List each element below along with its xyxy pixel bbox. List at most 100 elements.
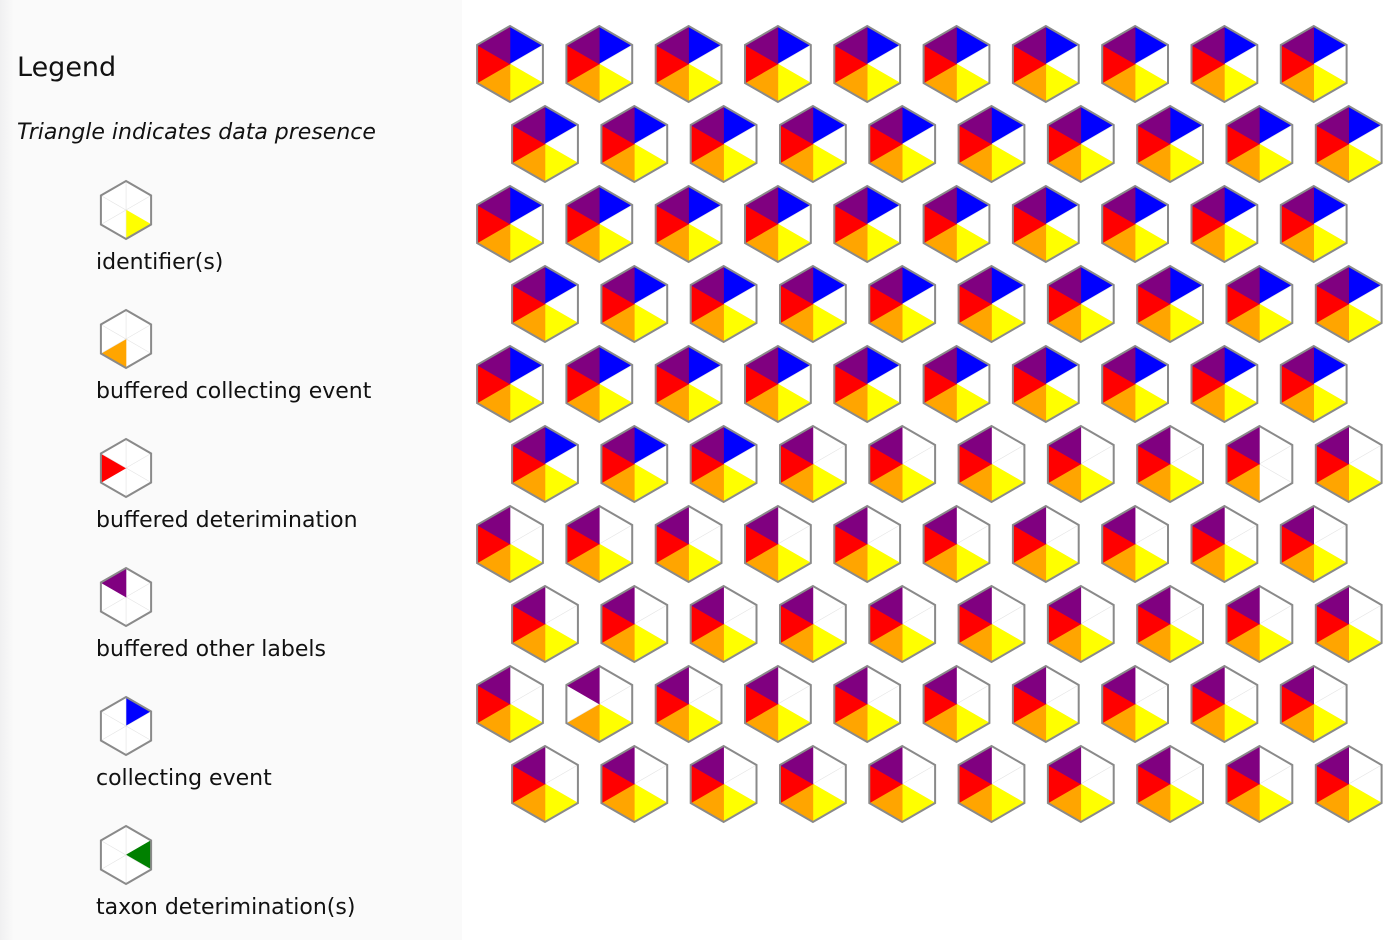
specimen-hex[interactable] — [1046, 104, 1115, 184]
specimen-hex[interactable] — [922, 344, 991, 424]
legend-hex-shape[interactable] — [99, 437, 153, 499]
specimen-hex[interactable] — [476, 344, 544, 424]
specimen-hex[interactable] — [1011, 344, 1080, 424]
specimen-hex[interactable] — [1046, 424, 1115, 504]
specimen-hex[interactable] — [689, 264, 758, 344]
legend-hex-shape[interactable] — [99, 566, 153, 628]
specimen-hex[interactable] — [1136, 744, 1205, 824]
specimen-hex[interactable] — [476, 664, 544, 744]
specimen-hex[interactable] — [833, 344, 902, 424]
specimen-hex[interactable] — [511, 744, 579, 824]
specimen-hex[interactable] — [511, 584, 579, 664]
specimen-hex[interactable] — [1046, 584, 1115, 664]
specimen-hex[interactable] — [1225, 584, 1294, 664]
legend-hex-shape[interactable] — [99, 824, 153, 886]
specimen-hex[interactable] — [600, 264, 669, 344]
specimen-hex[interactable] — [1225, 744, 1294, 824]
specimen-hex[interactable] — [957, 264, 1026, 344]
specimen-hex[interactable] — [1136, 424, 1205, 504]
specimen-hex[interactable] — [689, 424, 758, 504]
specimen-hex[interactable] — [1279, 504, 1348, 584]
specimen-hex[interactable] — [868, 264, 937, 344]
specimen-hex[interactable] — [833, 24, 902, 104]
specimen-hex[interactable] — [565, 664, 634, 744]
specimen-hex[interactable] — [922, 24, 991, 104]
specimen-hex[interactable] — [565, 504, 634, 584]
specimen-hex[interactable] — [565, 184, 634, 264]
specimen-hex[interactable] — [600, 744, 669, 824]
specimen-hex[interactable] — [1190, 24, 1259, 104]
specimen-hex[interactable] — [1101, 504, 1170, 584]
specimen-hex[interactable] — [743, 664, 812, 744]
specimen-hex[interactable] — [565, 344, 634, 424]
specimen-hex[interactable] — [1190, 504, 1259, 584]
legend-hex-shape[interactable] — [99, 179, 153, 241]
specimen-hex[interactable] — [922, 504, 991, 584]
specimen-hex[interactable] — [1136, 584, 1205, 664]
specimen-hex[interactable] — [1011, 184, 1080, 264]
specimen-hex[interactable] — [1279, 344, 1348, 424]
specimen-hex[interactable] — [778, 104, 847, 184]
specimen-hex[interactable] — [1046, 264, 1115, 344]
specimen-hex[interactable] — [1190, 344, 1259, 424]
specimen-hex[interactable] — [922, 664, 991, 744]
specimen-hex[interactable] — [1101, 184, 1170, 264]
specimen-hex[interactable] — [957, 584, 1026, 664]
specimen-hex[interactable] — [1136, 264, 1205, 344]
specimen-hex[interactable] — [689, 104, 758, 184]
specimen-hex[interactable] — [1101, 664, 1170, 744]
specimen-hex[interactable] — [1279, 664, 1348, 744]
specimen-hex[interactable] — [1225, 104, 1294, 184]
specimen-hex[interactable] — [957, 424, 1026, 504]
specimen-hex[interactable] — [1101, 24, 1170, 104]
specimen-hex[interactable] — [600, 104, 669, 184]
specimen-hex[interactable] — [833, 664, 902, 744]
specimen-hex[interactable] — [1190, 184, 1259, 264]
specimen-hex[interactable] — [1225, 264, 1294, 344]
specimen-hex[interactable] — [654, 664, 723, 744]
specimen-hex[interactable] — [868, 424, 937, 504]
specimen-hex[interactable] — [778, 584, 847, 664]
specimen-hex[interactable] — [922, 184, 991, 264]
specimen-hex[interactable] — [511, 104, 579, 184]
specimen-hex[interactable] — [1101, 344, 1170, 424]
specimen-hex[interactable] — [1046, 744, 1115, 824]
specimen-hex[interactable] — [511, 424, 579, 504]
specimen-hex[interactable] — [778, 744, 847, 824]
specimen-hex[interactable] — [778, 424, 847, 504]
specimen-hex[interactable] — [957, 104, 1026, 184]
specimen-hex[interactable] — [1314, 584, 1383, 664]
specimen-hex[interactable] — [868, 584, 937, 664]
specimen-hex[interactable] — [689, 744, 758, 824]
specimen-hex[interactable] — [476, 504, 544, 584]
specimen-hex[interactable] — [476, 24, 544, 104]
specimen-hex[interactable] — [1314, 744, 1383, 824]
specimen-hex[interactable] — [565, 24, 634, 104]
specimen-hex[interactable] — [654, 504, 723, 584]
specimen-hex[interactable] — [1225, 424, 1294, 504]
specimen-hex[interactable] — [1136, 104, 1205, 184]
specimen-hex[interactable] — [689, 584, 758, 664]
specimen-hex[interactable] — [743, 344, 812, 424]
specimen-hex[interactable] — [868, 104, 937, 184]
specimen-hex[interactable] — [743, 184, 812, 264]
specimen-hex[interactable] — [600, 584, 669, 664]
specimen-hex[interactable] — [833, 184, 902, 264]
specimen-hex[interactable] — [868, 744, 937, 824]
specimen-hex[interactable] — [1011, 664, 1080, 744]
legend-hex-shape[interactable] — [99, 308, 153, 370]
specimen-hex[interactable] — [957, 744, 1026, 824]
specimen-hex[interactable] — [778, 264, 847, 344]
specimen-hex[interactable] — [1314, 424, 1383, 504]
specimen-hex[interactable] — [654, 24, 723, 104]
specimen-hex[interactable] — [654, 184, 723, 264]
specimen-hex[interactable] — [743, 24, 812, 104]
specimen-hex[interactable] — [1190, 664, 1259, 744]
specimen-hex[interactable] — [654, 344, 723, 424]
specimen-hex[interactable] — [1279, 184, 1348, 264]
specimen-hex[interactable] — [1314, 104, 1383, 184]
specimen-hex[interactable] — [1314, 264, 1383, 344]
specimen-hex[interactable] — [1279, 24, 1348, 104]
specimen-hex[interactable] — [1011, 504, 1080, 584]
legend-hex-shape[interactable] — [99, 695, 153, 757]
